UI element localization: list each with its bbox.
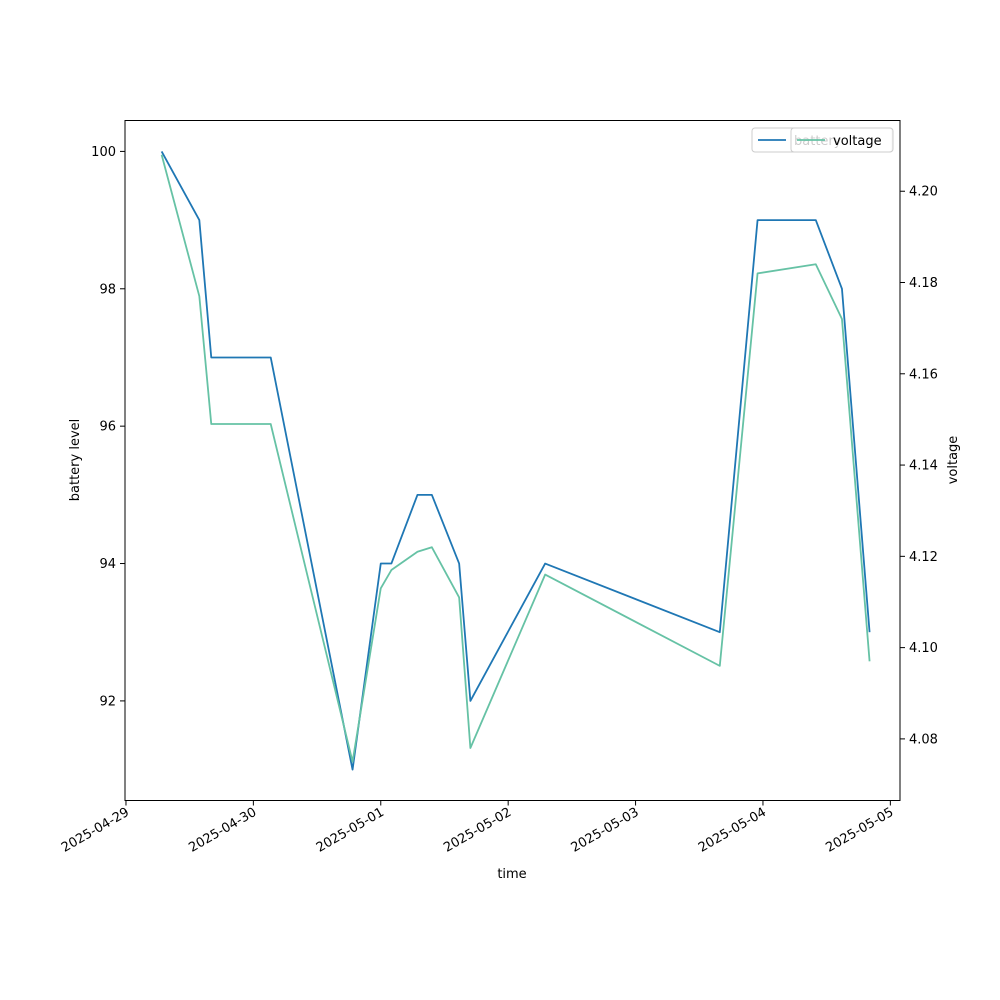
y-left-tick-label: 92 [99,694,116,709]
y-right-tick-label: 4.16 [909,367,938,382]
legend-box [790,127,894,153]
y-left-tick-label: 94 [99,557,116,572]
x-tick-label: 2025-05-05 [823,805,896,856]
y-right-tick-label: 4.08 [909,732,938,747]
y-right-tick-label: 4.18 [909,276,938,291]
x-tick-label: 2025-05-02 [441,805,514,856]
series-line-battery [160,150,871,771]
legend-label: voltage [833,134,882,149]
y-right-tick-label: 4.10 [909,641,938,656]
plot-area [160,150,871,771]
y-axis-left-label: battery level [68,419,83,502]
y-right-tick-label: 4.14 [909,459,938,474]
x-tick-label: 2025-04-29 [59,805,132,856]
x-tick-label: 2025-05-04 [696,805,769,856]
y-axis-left: 92 94 96 98 100 [91,145,125,709]
y-axis-right-label: voltage [946,436,961,485]
series-line-voltage [160,154,871,763]
x-tick-label: 2025-05-03 [569,805,642,856]
x-tick-label: 2025-05-01 [314,805,387,856]
legend: batteryvoltage [751,127,894,153]
y-right-tick-label: 4.12 [909,550,938,565]
y-left-tick-label: 96 [99,420,116,435]
legend-entry-voltage: voltage [790,127,894,153]
x-axis-label: time [497,867,526,882]
y-axis-right: 4.08 4.10 4.12 4.14 4.16 4.18 4.20 [900,185,938,747]
x-tick-label: 2025-04-30 [186,805,259,856]
x-axis: 2025-04-29 2025-04-30 2025-05-01 2025-05-02… [59,800,896,856]
y-right-tick-label: 4.20 [909,185,938,200]
y-left-tick-label: 100 [91,145,116,160]
y-left-tick-label: 98 [99,282,116,297]
plot-frame [124,120,901,801]
